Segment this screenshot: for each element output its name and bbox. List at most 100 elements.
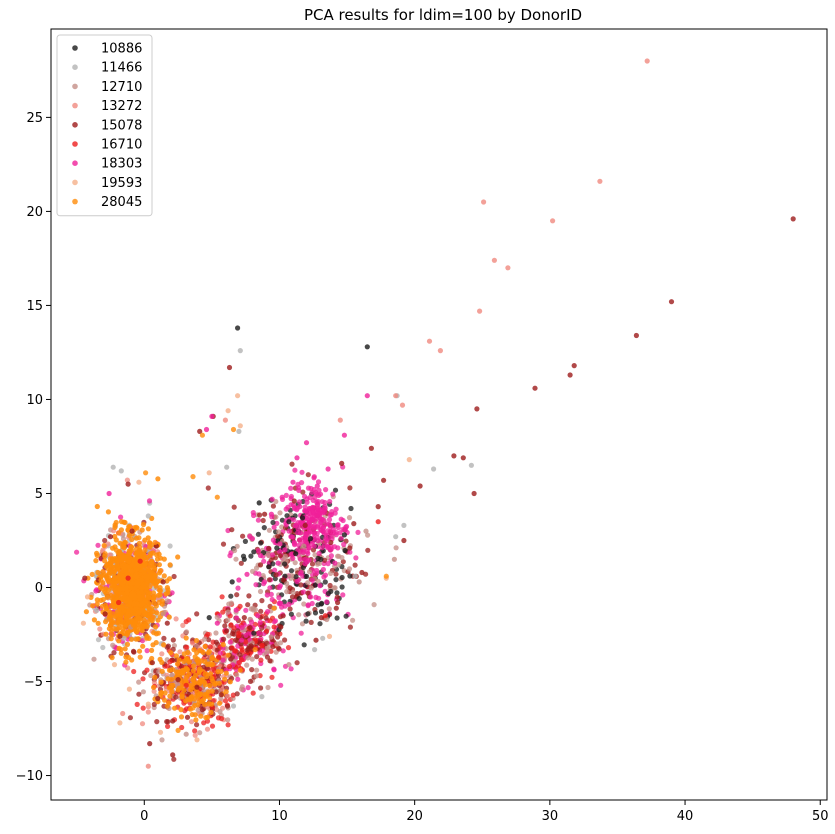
density-point xyxy=(299,621,306,627)
density-point xyxy=(95,637,102,643)
legend-marker xyxy=(72,102,78,109)
data-point-13272 xyxy=(550,218,556,224)
data-point-15078 xyxy=(218,692,224,698)
density-point xyxy=(146,498,153,504)
data-point-16710 xyxy=(375,519,381,525)
density-point xyxy=(324,599,330,605)
density-point xyxy=(189,640,196,646)
y-tick-label: 20 xyxy=(26,205,43,220)
density-point xyxy=(111,582,117,588)
density-point xyxy=(266,545,272,552)
data-point-15078 xyxy=(129,528,135,534)
data-point-18303 xyxy=(262,579,268,585)
density-point xyxy=(168,650,174,656)
data-point-16710 xyxy=(125,575,131,581)
data-point-18303 xyxy=(289,534,295,540)
density-point xyxy=(136,550,142,556)
density-point xyxy=(303,508,309,514)
density-point xyxy=(134,574,140,580)
data-point-11466 xyxy=(259,694,265,700)
density-point xyxy=(322,499,328,506)
density-point xyxy=(116,638,122,644)
density-point xyxy=(265,684,271,691)
density-point xyxy=(240,533,246,539)
density-point xyxy=(301,601,307,607)
density-point xyxy=(269,674,275,680)
density-point xyxy=(209,723,216,729)
density-point xyxy=(164,663,170,669)
data-point-18303 xyxy=(268,511,274,517)
data-point-19593 xyxy=(235,393,241,399)
density-point xyxy=(193,643,200,649)
density-point xyxy=(286,528,292,534)
density-point xyxy=(315,578,321,585)
density-point xyxy=(347,549,353,555)
density-point xyxy=(134,583,140,589)
density-point xyxy=(74,549,80,555)
density-point xyxy=(323,532,329,539)
data-point-15078 xyxy=(668,299,675,305)
density-point xyxy=(231,504,237,510)
density-point xyxy=(270,561,276,567)
legend-label: 10886 xyxy=(101,42,142,57)
density-point xyxy=(282,553,288,560)
density-point xyxy=(236,630,242,636)
data-point-28045 xyxy=(214,494,220,500)
density-point xyxy=(183,698,189,704)
legend-label: 13272 xyxy=(101,99,142,114)
data-point-15078 xyxy=(401,537,407,544)
density-point xyxy=(209,701,215,707)
density-point xyxy=(350,617,356,623)
density-point xyxy=(266,552,272,559)
density-point xyxy=(177,649,183,655)
density-point xyxy=(282,561,288,567)
density-point xyxy=(183,629,190,635)
density-point xyxy=(257,512,263,518)
data-point-18303 xyxy=(310,517,316,523)
density-point xyxy=(312,512,318,519)
data-point-10886 xyxy=(251,549,257,555)
data-point-18303 xyxy=(332,560,338,566)
data-point-18303 xyxy=(303,440,310,446)
density-point xyxy=(125,654,132,661)
data-point-18303 xyxy=(290,479,296,485)
legend-marker xyxy=(72,179,78,186)
density-point xyxy=(114,620,120,626)
density-point xyxy=(267,585,273,591)
density-point xyxy=(283,492,289,498)
data-point-28045 xyxy=(213,680,219,687)
data-point-10886 xyxy=(229,579,235,585)
density-point xyxy=(180,622,186,629)
density-point xyxy=(102,558,108,564)
density-point xyxy=(348,505,354,512)
density-point xyxy=(93,558,99,564)
density-point xyxy=(146,568,152,574)
density-point xyxy=(339,584,345,590)
density-point xyxy=(125,630,131,637)
density-point xyxy=(309,600,315,607)
density-point xyxy=(296,499,303,505)
density-point xyxy=(223,670,229,676)
density-point xyxy=(271,667,277,673)
data-point-13272 xyxy=(437,348,443,354)
density-point xyxy=(140,643,146,649)
density-point xyxy=(220,642,226,648)
data-point-15078 xyxy=(155,695,161,702)
data-point-15078 xyxy=(267,658,273,664)
density-point xyxy=(105,509,111,515)
density-point xyxy=(320,509,326,515)
data-point-15078 xyxy=(226,364,233,371)
legend-marker xyxy=(72,64,78,70)
density-point xyxy=(153,640,159,646)
density-point xyxy=(169,689,175,695)
density-point xyxy=(200,676,206,683)
density-point xyxy=(225,722,231,728)
data-point-11466 xyxy=(110,464,116,470)
data-point-15078 xyxy=(571,363,577,369)
density-point xyxy=(237,652,243,658)
data-point-28045 xyxy=(152,539,158,546)
data-point-19593 xyxy=(225,408,231,414)
density-point xyxy=(165,590,171,596)
density-point xyxy=(139,567,145,573)
density-point xyxy=(191,647,197,653)
